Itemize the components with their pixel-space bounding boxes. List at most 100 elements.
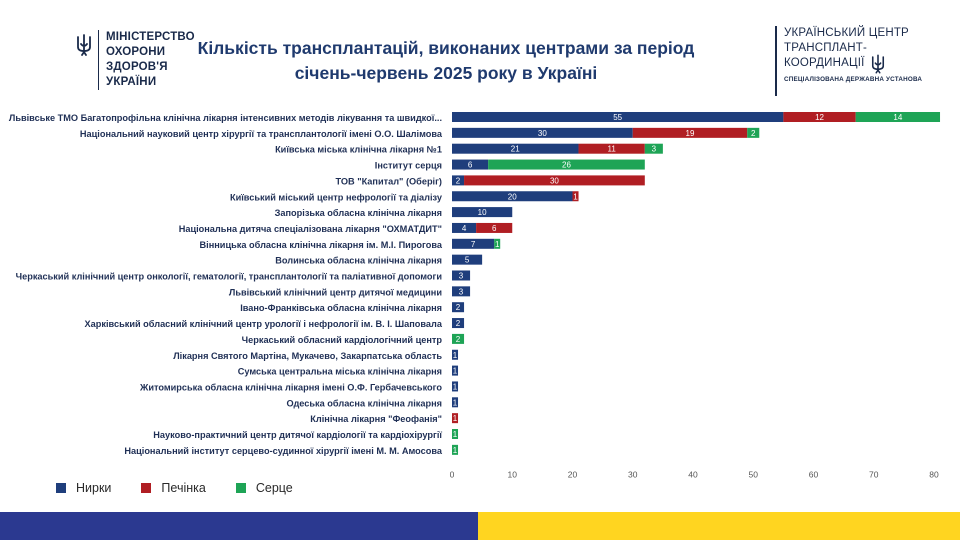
- bar-kidney: [452, 207, 513, 218]
- bar-liver: [452, 413, 459, 424]
- footer-stripe-blue: [0, 512, 478, 540]
- legend-label-heart: Серце: [255, 481, 293, 495]
- category-label: Вінницька обласна клінічна лікарня ім. М…: [200, 240, 443, 250]
- category-label: Івано-Франківська обласна клінічна лікар…: [240, 303, 442, 313]
- legend-swatch-liver: [141, 483, 152, 493]
- bar-heart: [452, 444, 459, 455]
- bar-kidney: [452, 191, 573, 202]
- category-label: ТОВ "Капитал" (Оберіг): [336, 176, 443, 186]
- data-label-heart: 2: [456, 335, 461, 344]
- bar-kidney: [452, 222, 477, 233]
- trident-icon: [871, 54, 885, 74]
- data-label-heart: 2: [751, 129, 756, 138]
- utc-logo: УКРАЇНСЬКИЙ ЦЕНТР ТРАНСПЛАНТ- КООРДИНАЦІ…: [775, 26, 925, 96]
- chart-title-line1: Кількість трансплантацій, виконаних цент…: [197, 38, 695, 58]
- data-label-kidney: 1: [453, 351, 458, 360]
- category-label: Львівське ТМО Багатопрофільна клінічна л…: [9, 113, 442, 123]
- trident-icon: [77, 34, 91, 56]
- x-tick-label: 60: [809, 470, 819, 478]
- bar-kidney: [452, 270, 471, 281]
- category-label: Черкаський клінічний центр онкології, ге…: [16, 272, 443, 282]
- data-label-kidney: 20: [508, 192, 517, 201]
- legend-item-kidney: Нирки: [56, 481, 111, 495]
- x-tick-label: 50: [749, 470, 759, 478]
- data-label-kidney: 1: [453, 398, 458, 407]
- category-label: Сумська центральна міська клінічна лікар…: [238, 367, 442, 377]
- category-label: Черкаський обласний кардіологічний центр: [242, 335, 443, 345]
- data-label-kidney: 2: [456, 319, 461, 328]
- data-label-heart: 26: [562, 161, 571, 170]
- bar-liver: [578, 143, 645, 154]
- category-label: Інститут серця: [375, 161, 442, 171]
- ministry-line4: УКРАЇНИ: [106, 76, 157, 88]
- legend-swatch-heart: [235, 483, 246, 493]
- bar-kidney: [452, 112, 784, 122]
- x-tick-label: 30: [628, 470, 638, 478]
- category-label: Науково-практичний центр дитячої кардіол…: [153, 430, 442, 440]
- bar-heart: [452, 333, 465, 344]
- data-label-kidney: 2: [456, 176, 461, 185]
- data-label-kidney: 4: [462, 224, 467, 233]
- data-label-heart: 1: [453, 446, 458, 455]
- data-label-kidney: 21: [511, 145, 520, 154]
- ministry-logo: МІНІСТЕРСТВО ОХОРОНИ ЗДОРОВ'Я УКРАЇНИ: [76, 30, 195, 90]
- data-label-heart: 3: [652, 145, 657, 154]
- bar-heart: [644, 143, 663, 154]
- bar-liver: [572, 191, 579, 202]
- bar-kidney: [452, 349, 459, 360]
- ministry-line2: ОХОРОНИ: [106, 46, 166, 58]
- legend-item-heart: Серце: [235, 481, 293, 495]
- data-label-liver: 19: [686, 129, 695, 138]
- utc-line1: УКРАЇНСЬКИЙ ЦЕНТР: [784, 27, 909, 39]
- data-label-heart: 1: [495, 240, 500, 249]
- legend-swatch-kidney: [56, 483, 66, 493]
- bar-kidney: [452, 143, 579, 154]
- data-label-liver: 1: [453, 414, 458, 423]
- data-label-kidney: 6: [468, 161, 473, 170]
- bar-kidney: [452, 254, 483, 265]
- data-label-heart: 1: [453, 430, 458, 439]
- utc-subtitle: СПЕЦІАЛІЗОВАНА ДЕРЖАВНА УСТАНОВА: [784, 76, 923, 83]
- data-label-kidney: 55: [613, 113, 622, 122]
- bar-kidney: [452, 318, 465, 329]
- category-label: Національний науковий центр хірургії та …: [80, 129, 443, 139]
- footer-stripe-yellow: [478, 512, 960, 540]
- bar-kidney: [452, 238, 495, 249]
- bar-liver: [476, 222, 513, 233]
- bar-heart: [488, 159, 645, 170]
- chart-title-line2: січень-червень 2025 року в Україні: [294, 63, 598, 83]
- bar-heart: [452, 429, 459, 439]
- x-tick-label: 10: [508, 470, 518, 478]
- category-label: Київська міська клінічна лікарня №1: [275, 145, 442, 155]
- x-tick-label: 70: [869, 470, 879, 478]
- category-label: Запорізька обласна клінічна лікарня: [275, 208, 442, 218]
- category-label: Волинська обласна клінічна лікарня: [275, 256, 442, 266]
- x-tick-label: 0: [450, 470, 455, 478]
- bar-kidney: [452, 397, 459, 408]
- data-label-kidney: 7: [471, 240, 476, 249]
- category-label: Київський міський центр нефрології та ді…: [230, 192, 443, 202]
- bar-heart: [494, 238, 501, 249]
- data-label-kidney: 5: [465, 256, 470, 265]
- x-tick-label: 20: [568, 470, 578, 478]
- category-label: Харківський обласний клінічний центр уро…: [85, 319, 443, 329]
- data-label-kidney: 1: [453, 382, 458, 391]
- x-tick-label: 80: [929, 470, 939, 478]
- legend-label-kidney: Нирки: [76, 481, 112, 495]
- legend-label-liver: Печінка: [161, 481, 206, 495]
- data-label-liver: 30: [550, 176, 559, 185]
- data-label-liver: 6: [492, 224, 497, 233]
- bar-kidney: [452, 365, 459, 376]
- data-label-liver: 11: [608, 145, 617, 154]
- ministry-name: МІНІСТЕРСТВО ОХОРОНИ ЗДОРОВ'Я УКРАЇНИ: [98, 30, 195, 90]
- data-label-kidney: 3: [459, 272, 464, 281]
- category-label: Одеська обласна клінічна лікарня: [287, 398, 442, 408]
- bar-kidney: [452, 127, 633, 138]
- utc-divider: [775, 26, 777, 96]
- category-label: Національна дитяча спеціалізована лікарн…: [179, 224, 442, 234]
- bar-kidney: [452, 381, 459, 392]
- category-label: Клінічна лікарня "Феофанія": [310, 414, 442, 424]
- data-label-liver: 1: [573, 192, 578, 201]
- data-label-kidney: 10: [478, 208, 487, 217]
- utc-line3: КООРДИНАЦІЇ: [784, 57, 865, 69]
